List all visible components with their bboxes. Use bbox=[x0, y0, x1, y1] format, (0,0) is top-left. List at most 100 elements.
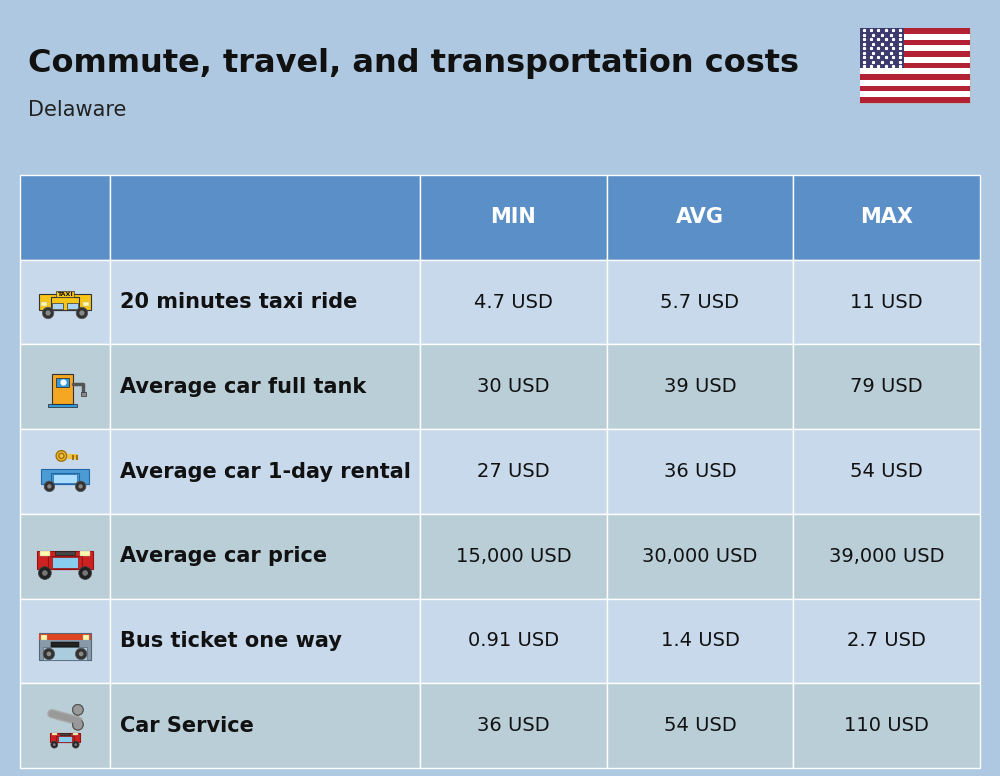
Text: 54 USD: 54 USD bbox=[850, 462, 923, 481]
Polygon shape bbox=[860, 45, 970, 51]
Polygon shape bbox=[20, 514, 110, 598]
Circle shape bbox=[47, 652, 51, 656]
Polygon shape bbox=[860, 51, 970, 57]
Polygon shape bbox=[793, 260, 980, 345]
Text: 110 USD: 110 USD bbox=[844, 716, 929, 735]
Text: 27 USD: 27 USD bbox=[477, 462, 550, 481]
Circle shape bbox=[56, 451, 67, 461]
Polygon shape bbox=[20, 175, 110, 260]
Circle shape bbox=[75, 481, 86, 492]
Text: 5.7 USD: 5.7 USD bbox=[660, 293, 740, 312]
Polygon shape bbox=[52, 303, 63, 310]
Polygon shape bbox=[20, 429, 110, 514]
Circle shape bbox=[44, 481, 55, 492]
Circle shape bbox=[73, 705, 83, 715]
Polygon shape bbox=[110, 260, 420, 345]
Circle shape bbox=[78, 484, 83, 489]
Polygon shape bbox=[860, 28, 970, 34]
Circle shape bbox=[47, 484, 52, 489]
Circle shape bbox=[79, 310, 84, 316]
Text: 30,000 USD: 30,000 USD bbox=[642, 547, 758, 566]
Polygon shape bbox=[80, 551, 90, 556]
Text: MAX: MAX bbox=[860, 207, 913, 227]
Polygon shape bbox=[607, 260, 793, 345]
Circle shape bbox=[75, 648, 87, 660]
Polygon shape bbox=[56, 736, 74, 743]
Polygon shape bbox=[53, 474, 77, 483]
Polygon shape bbox=[39, 633, 91, 660]
Polygon shape bbox=[20, 345, 110, 429]
Polygon shape bbox=[37, 551, 93, 569]
Polygon shape bbox=[110, 345, 420, 429]
Circle shape bbox=[79, 652, 83, 656]
Polygon shape bbox=[41, 302, 47, 306]
Polygon shape bbox=[110, 514, 420, 598]
Polygon shape bbox=[52, 733, 57, 736]
Polygon shape bbox=[56, 378, 69, 386]
Text: AVG: AVG bbox=[676, 207, 724, 227]
Polygon shape bbox=[58, 736, 72, 742]
Circle shape bbox=[43, 648, 55, 660]
Polygon shape bbox=[793, 598, 980, 684]
Polygon shape bbox=[48, 404, 77, 407]
Text: Average car 1-day rental: Average car 1-day rental bbox=[120, 462, 411, 481]
Polygon shape bbox=[420, 514, 607, 598]
Text: 79 USD: 79 USD bbox=[850, 377, 923, 397]
Circle shape bbox=[38, 566, 51, 580]
Polygon shape bbox=[860, 80, 970, 85]
Polygon shape bbox=[420, 260, 607, 345]
Polygon shape bbox=[860, 40, 970, 45]
Polygon shape bbox=[860, 28, 970, 103]
Polygon shape bbox=[607, 429, 793, 514]
Text: 11 USD: 11 USD bbox=[850, 293, 923, 312]
Polygon shape bbox=[860, 92, 970, 97]
Polygon shape bbox=[110, 429, 420, 514]
Polygon shape bbox=[110, 175, 420, 260]
Text: 15,000 USD: 15,000 USD bbox=[456, 547, 571, 566]
Polygon shape bbox=[860, 74, 970, 80]
Polygon shape bbox=[43, 647, 87, 660]
Polygon shape bbox=[51, 473, 79, 483]
Circle shape bbox=[53, 743, 56, 747]
Polygon shape bbox=[420, 345, 607, 429]
Polygon shape bbox=[81, 392, 86, 396]
Text: 1.4 USD: 1.4 USD bbox=[661, 632, 739, 650]
Text: 30 USD: 30 USD bbox=[477, 377, 550, 397]
Text: Bus ticket one way: Bus ticket one way bbox=[120, 631, 342, 651]
Polygon shape bbox=[793, 175, 980, 260]
Polygon shape bbox=[607, 598, 793, 684]
Circle shape bbox=[74, 743, 77, 747]
Circle shape bbox=[42, 570, 48, 576]
Polygon shape bbox=[56, 291, 74, 297]
Polygon shape bbox=[420, 598, 607, 684]
Text: 54 USD: 54 USD bbox=[664, 716, 736, 735]
Polygon shape bbox=[40, 551, 50, 556]
Polygon shape bbox=[607, 345, 793, 429]
Text: Commute, travel, and transportation costs: Commute, travel, and transportation cost… bbox=[28, 48, 799, 79]
Circle shape bbox=[45, 310, 51, 316]
Polygon shape bbox=[860, 28, 904, 68]
Polygon shape bbox=[55, 551, 75, 555]
Polygon shape bbox=[48, 556, 82, 569]
Text: MIN: MIN bbox=[490, 207, 536, 227]
Text: 0.91 USD: 0.91 USD bbox=[468, 632, 559, 650]
Polygon shape bbox=[73, 733, 78, 736]
Polygon shape bbox=[60, 733, 70, 735]
Text: 39 USD: 39 USD bbox=[664, 377, 736, 397]
Polygon shape bbox=[20, 684, 110, 768]
Polygon shape bbox=[420, 175, 607, 260]
Polygon shape bbox=[793, 345, 980, 429]
Polygon shape bbox=[860, 97, 970, 103]
Polygon shape bbox=[20, 260, 110, 345]
Circle shape bbox=[72, 741, 79, 748]
Circle shape bbox=[76, 307, 88, 319]
Circle shape bbox=[79, 566, 92, 580]
Polygon shape bbox=[39, 635, 91, 639]
Circle shape bbox=[42, 307, 54, 319]
Text: 36 USD: 36 USD bbox=[664, 462, 736, 481]
Polygon shape bbox=[420, 429, 607, 514]
Polygon shape bbox=[52, 557, 78, 568]
Polygon shape bbox=[52, 373, 73, 404]
Text: 2.7 USD: 2.7 USD bbox=[847, 632, 926, 650]
Polygon shape bbox=[860, 63, 970, 68]
